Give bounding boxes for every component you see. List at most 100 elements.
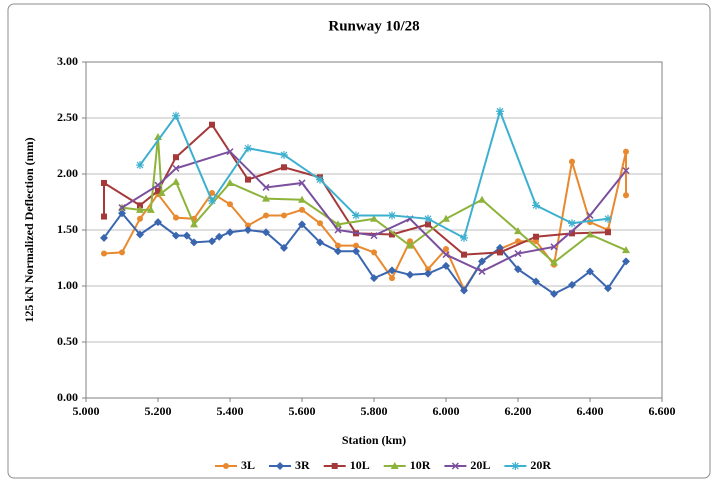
marker: [511, 462, 520, 470]
marker: [118, 204, 126, 212]
x-tick-label: 6.400: [577, 404, 604, 418]
y-tick-label: 2.50: [57, 110, 78, 124]
x-tick-label: 5.200: [145, 404, 172, 418]
legend-label: 10L: [350, 458, 370, 472]
marker: [622, 246, 630, 254]
marker: [334, 220, 342, 228]
marker: [388, 266, 396, 275]
marker: [208, 237, 216, 246]
marker: [425, 266, 431, 273]
chart-frame: [7, 3, 711, 479]
marker: [154, 218, 162, 227]
marker: [226, 178, 234, 186]
marker: [623, 148, 629, 155]
marker: [550, 289, 558, 298]
marker: [244, 144, 252, 153]
marker: [172, 231, 180, 240]
marker: [262, 183, 270, 191]
marker: [226, 148, 234, 156]
marker: [172, 111, 180, 120]
marker: [244, 226, 252, 234]
marker: [226, 228, 234, 237]
marker: [586, 230, 594, 238]
marker: [276, 462, 285, 470]
series-line: [139, 108, 609, 240]
marker: [586, 267, 594, 276]
legend-label: 20R: [530, 458, 551, 472]
marker: [388, 211, 396, 220]
marker: [208, 196, 216, 205]
x-tick-label: 5.800: [361, 404, 388, 418]
legend-item: 3L: [215, 458, 255, 472]
marker: [451, 462, 459, 470]
legend-label: 3L: [241, 458, 255, 472]
marker: [334, 226, 342, 234]
legend-item: 20R: [504, 458, 551, 472]
marker: [281, 164, 287, 171]
marker: [533, 233, 539, 240]
marker: [604, 214, 612, 223]
x-tick-label: 6.600: [649, 404, 676, 418]
chart-title: Runway 10/28: [328, 18, 419, 34]
y-tick-label: 2.00: [57, 166, 78, 180]
marker: [478, 267, 486, 275]
marker: [101, 213, 107, 220]
marker: [622, 257, 630, 266]
marker: [352, 247, 360, 256]
marker: [514, 227, 522, 235]
marker: [190, 238, 198, 247]
marker: [101, 250, 107, 257]
marker: [262, 194, 270, 202]
legend-label: 20L: [470, 458, 490, 472]
y-tick-label: 0.00: [57, 390, 78, 404]
marker: [569, 158, 575, 165]
marker: [550, 258, 558, 266]
marker: [515, 238, 521, 245]
marker: [424, 214, 432, 223]
marker: [223, 463, 229, 469]
legend-label: 10R: [410, 458, 431, 472]
marker: [245, 176, 251, 183]
marker: [157, 189, 166, 197]
marker: [316, 175, 324, 184]
marker: [425, 221, 431, 228]
marker: [173, 154, 179, 161]
marker: [478, 257, 486, 266]
x-tick-label: 6.000: [433, 404, 460, 418]
marker: [442, 214, 450, 222]
marker: [118, 209, 126, 218]
marker: [136, 230, 144, 239]
marker: [298, 195, 306, 203]
marker: [136, 205, 144, 213]
marker: [137, 202, 143, 209]
marker: [137, 215, 143, 222]
marker: [155, 187, 161, 194]
y-tick-label: 0.50: [57, 334, 78, 348]
marker: [119, 249, 125, 256]
marker: [497, 249, 503, 256]
legend-item: 20L: [444, 458, 490, 472]
marker: [146, 205, 155, 213]
marker: [424, 269, 432, 278]
marker: [353, 242, 359, 249]
marker: [182, 231, 191, 240]
marker: [407, 238, 413, 245]
marker: [514, 249, 522, 258]
marker: [298, 179, 306, 187]
marker: [299, 206, 305, 213]
marker: [263, 212, 269, 219]
marker: [406, 270, 414, 279]
marker: [460, 286, 468, 295]
x-tick-label: 5.600: [289, 404, 316, 418]
x-axis-label: Station (km): [342, 433, 406, 447]
x-tick-label: 5.400: [217, 404, 244, 418]
y-axis-label: 125 kN Normalized Deflection (mm): [22, 137, 36, 322]
marker: [442, 261, 450, 270]
marker: [622, 167, 630, 175]
marker: [352, 211, 360, 220]
marker: [532, 277, 540, 286]
marker: [443, 246, 449, 253]
marker: [173, 214, 179, 221]
marker: [172, 177, 180, 185]
